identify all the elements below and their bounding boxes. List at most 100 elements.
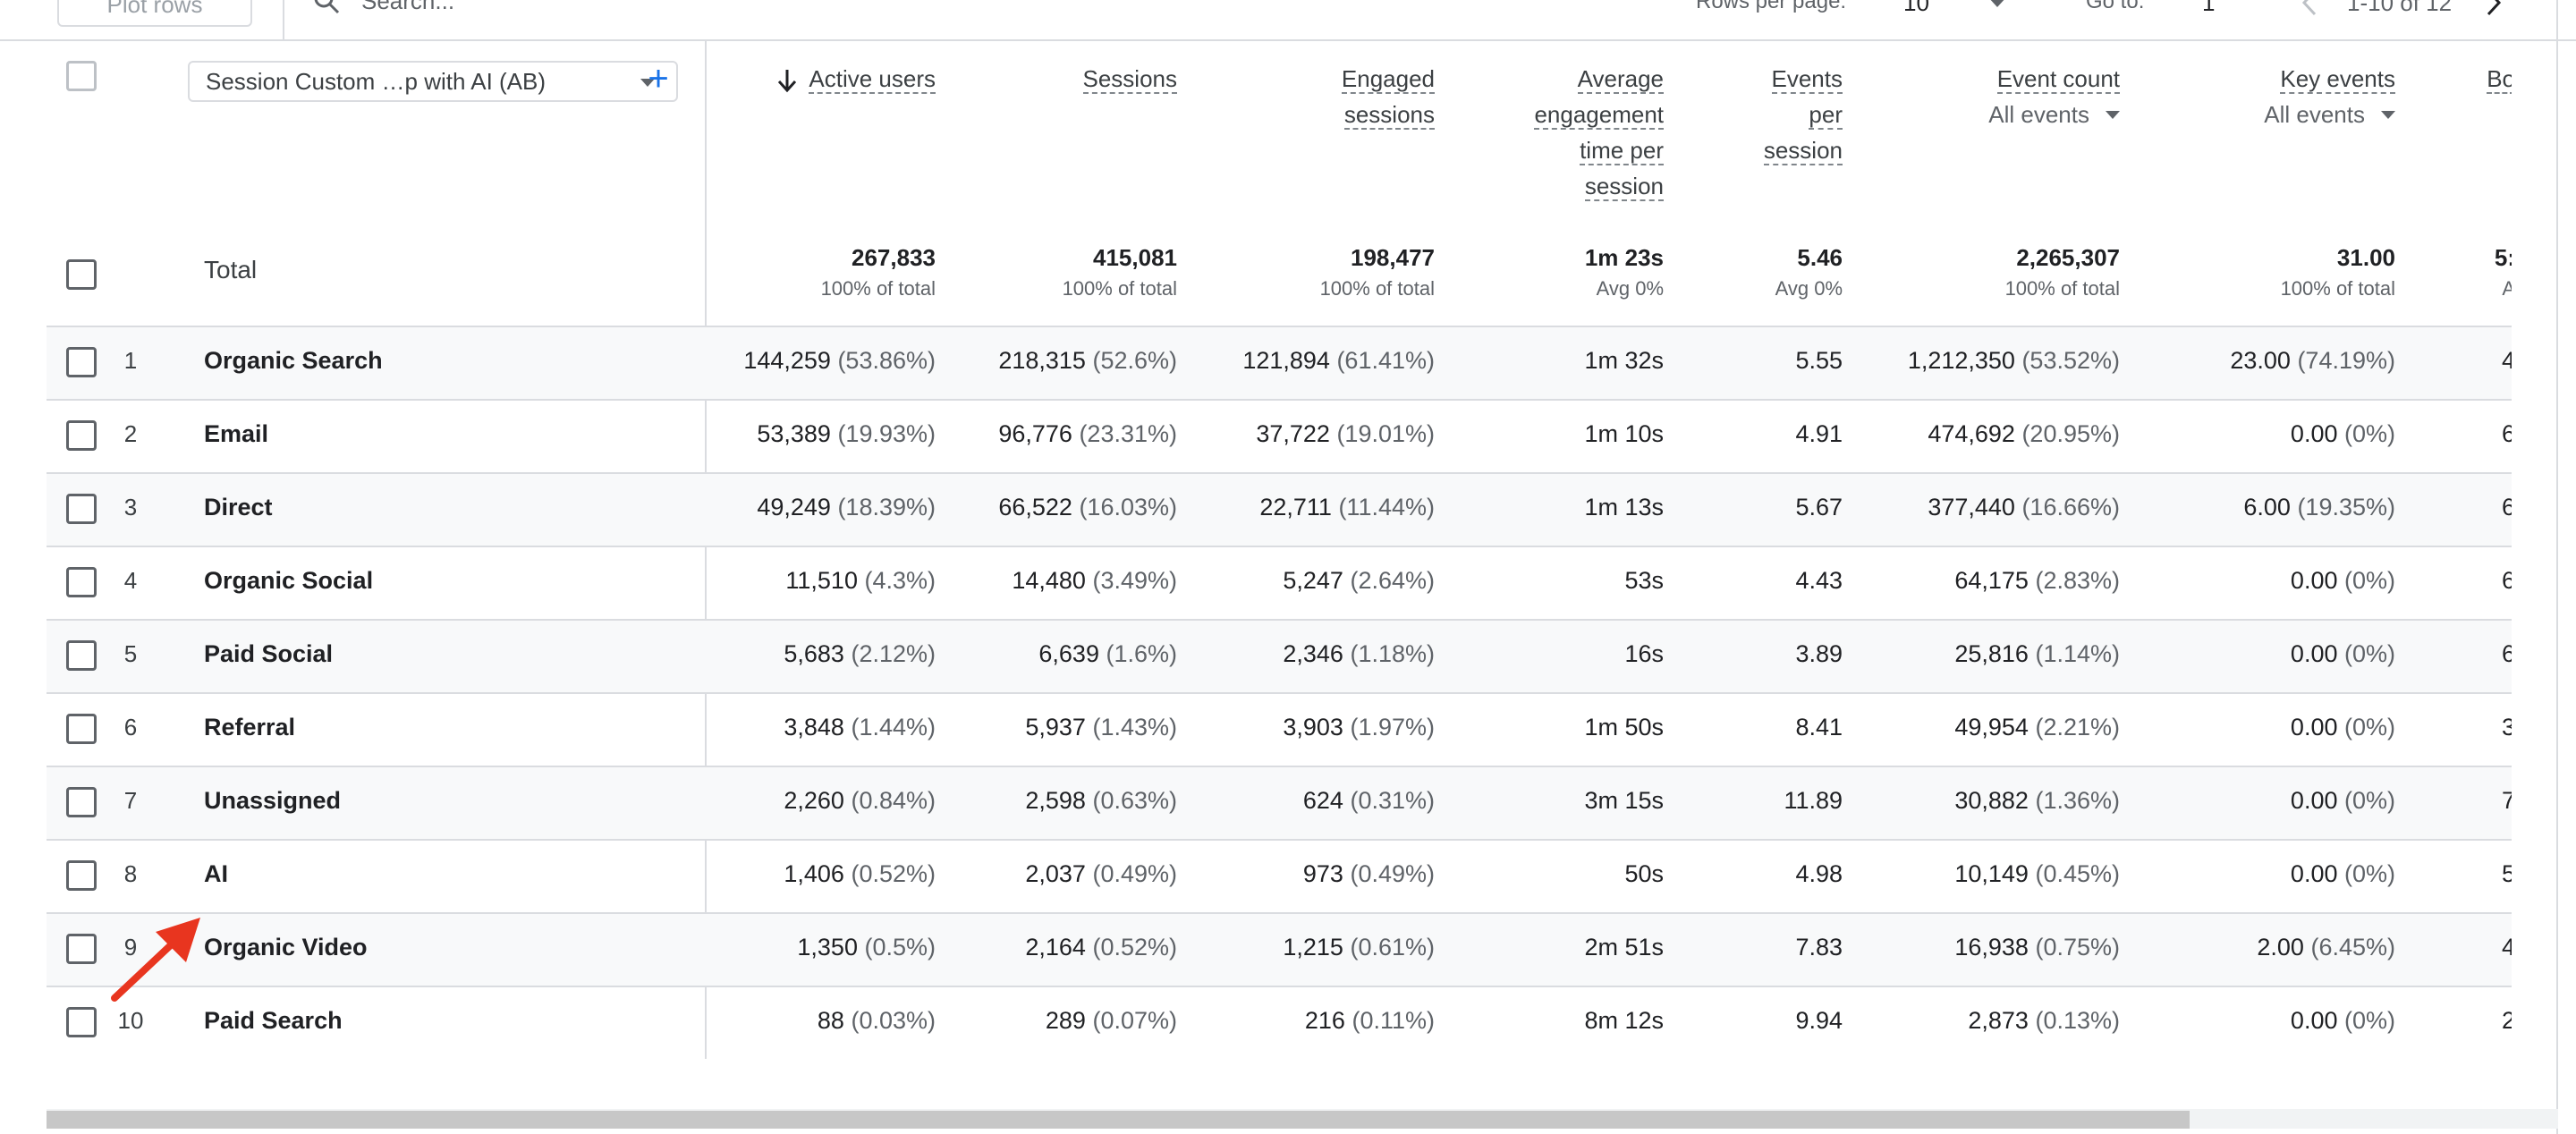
cell-value: 5,937 xyxy=(1025,714,1086,740)
row-checkbox[interactable] xyxy=(66,860,97,891)
row-channel-name[interactable]: Organic Search xyxy=(204,347,383,374)
table-row[interactable]: 10 Paid Search 88 (0.03%) 289 (0.07%) 216 (0… xyxy=(47,986,2512,1059)
table-cell: 216 (0.11%) xyxy=(1113,1007,1435,1035)
cell-percent: (1.18%) xyxy=(1343,640,1435,667)
table-row[interactable]: 8 AI 1,406 (0.52%) 2,037 (0.49%) 973 (0.49%)… xyxy=(47,839,2512,912)
row-channel-name[interactable]: Unassigned xyxy=(204,787,342,814)
dimension-caret-icon[interactable] xyxy=(640,79,655,87)
column-header-text: Bo xyxy=(2487,65,2512,94)
table-cell: 1m 32s xyxy=(1342,347,1664,375)
row-channel-name[interactable]: Paid Search xyxy=(204,1007,343,1034)
plus-icon[interactable]: + xyxy=(648,59,669,98)
table-row[interactable]: 1 Organic Search 144,259 (53.86%) 218,315 (… xyxy=(47,326,2512,399)
table-row[interactable]: 6 Referral 3,848 (1.44%) 5,937 (1.43%) 3,903… xyxy=(47,692,2512,766)
cell-value: 0.00 xyxy=(2290,714,2338,740)
row-checkbox[interactable] xyxy=(66,934,97,964)
table-row[interactable]: 7 Unassigned 2,260 (0.84%) 2,598 (0.63%) 624… xyxy=(47,766,2512,839)
table-cell: 49,954 (2.21%) xyxy=(1798,714,2120,741)
event-filter-select[interactable]: All events xyxy=(1988,97,2120,132)
event-filter-caret-icon[interactable] xyxy=(2381,110,2395,119)
table-cell: 5.55 xyxy=(1521,347,1843,375)
cell-value: 10,149 xyxy=(1954,860,2029,887)
row-checkbox[interactable] xyxy=(66,640,97,671)
table-row[interactable]: 9 Organic Video 1,350 (0.5%) 2,164 (0.52%) 1… xyxy=(47,912,2512,986)
total-row-checkbox[interactable] xyxy=(66,259,97,290)
total-value: 1m 23s xyxy=(1584,244,1664,271)
row-channel-name[interactable]: Organic Social xyxy=(204,567,374,594)
column-header-key-events[interactable]: Key events All events xyxy=(2172,61,2395,132)
row-channel-name[interactable]: Referral xyxy=(204,714,296,740)
cell-percent: (0.45%) xyxy=(2028,860,2120,887)
column-header-sessions[interactable]: Sessions xyxy=(962,61,1177,97)
cell-percent: (1.36%) xyxy=(2028,787,2120,814)
total-percent: Avg 0% xyxy=(1596,277,1664,300)
row-checkbox[interactable] xyxy=(66,347,97,377)
row-checkbox[interactable] xyxy=(66,1007,97,1037)
row-checkbox[interactable] xyxy=(66,494,97,524)
row-channel-name[interactable]: Paid Social xyxy=(204,640,334,667)
row-channel-name[interactable]: Direct xyxy=(204,494,273,520)
row-checkbox[interactable] xyxy=(66,420,97,451)
table-row[interactable]: 4 Organic Social 11,510 (4.3%) 14,480 (3.49… xyxy=(47,546,2512,619)
rows-per-page-caret-icon[interactable] xyxy=(1987,0,2007,7)
table-cell: 8m 12s xyxy=(1342,1007,1664,1035)
event-filter-caret-icon[interactable] xyxy=(2106,110,2120,119)
plot-rows-button[interactable]: Plot rows xyxy=(57,0,252,27)
table-cell: 53s xyxy=(1342,567,1664,595)
column-header-events-per-session[interactable]: Events per session xyxy=(1699,61,1843,168)
total-cell: 5.46 Avg 0% xyxy=(1574,241,1843,304)
row-channel-name[interactable]: AI xyxy=(204,860,228,887)
table-cell: 64,175 (2.83%) xyxy=(1798,567,2120,595)
total-value: 198,477 xyxy=(1351,244,1435,271)
event-filter-select[interactable]: All events xyxy=(2264,97,2395,132)
column-header-text: session xyxy=(1584,173,1664,201)
table-row[interactable]: 3 Direct 49,249 (18.39%) 66,522 (16.03%) 22,… xyxy=(47,472,2512,546)
total-percent: 100% of total xyxy=(820,277,936,300)
event-filter-label: All events xyxy=(1988,101,2089,128)
column-header-line: per xyxy=(1699,97,1843,132)
dimension-select[interactable]: Session Custom …p with AI (AB) xyxy=(188,61,678,102)
cell-value: 218,315 xyxy=(998,347,1086,374)
cell-percent: (0%) xyxy=(2337,714,2395,740)
cell-value: 3 xyxy=(2501,714,2512,740)
column-header-bounce[interactable]: Bo xyxy=(2462,61,2512,97)
row-channel-name[interactable]: Organic Video xyxy=(204,934,368,961)
column-header-event-count[interactable]: Event count All events xyxy=(1896,61,2120,132)
goto-input[interactable]: 1 xyxy=(2202,0,2216,16)
search-input[interactable]: Search... xyxy=(361,0,455,14)
sort-descending-icon[interactable] xyxy=(776,68,798,93)
cell-percent: (0.11%) xyxy=(1344,1007,1435,1034)
cell-value: 1,406 xyxy=(784,860,844,887)
cell-percent: (0.07%) xyxy=(1085,1007,1177,1034)
cell-value: 1m 32s xyxy=(1584,347,1664,374)
table-row[interactable]: 2 Email 53,389 (19.93%) 96,776 (23.31%) 37,7… xyxy=(47,399,2512,472)
column-header-text: Active users xyxy=(809,65,936,94)
row-checkbox[interactable] xyxy=(66,714,97,744)
search-icon[interactable] xyxy=(311,0,342,16)
cell-value: 1m 13s xyxy=(1584,494,1664,520)
select-all-checkbox[interactable] xyxy=(66,61,97,91)
rows-per-page-select[interactable]: 10 xyxy=(1903,0,1929,16)
cell-percent: (2.12%) xyxy=(843,640,936,667)
horizontal-scrollbar-thumb[interactable] xyxy=(47,1111,2190,1129)
row-index: 7 xyxy=(123,787,138,814)
column-header-active-users[interactable]: Active users xyxy=(703,61,936,97)
row-channel-name[interactable]: Email xyxy=(204,420,269,447)
column-header-line: engagement xyxy=(1485,97,1664,132)
chevron-left-icon[interactable] xyxy=(2299,0,2320,18)
row-checkbox[interactable] xyxy=(66,787,97,817)
table-cell: 4.91 xyxy=(1521,420,1843,448)
cell-value: 2,873 xyxy=(1968,1007,2029,1034)
table-row[interactable]: 5 Paid Social 5,683 (2.12%) 6,639 (1.6%) 2,3… xyxy=(47,619,2512,692)
cell-value: 377,440 xyxy=(1928,494,2015,520)
row-checkbox[interactable] xyxy=(66,567,97,597)
rows-per-page-label: Rows per page: xyxy=(1696,0,1847,13)
panel-border xyxy=(2556,0,2558,1134)
cell-percent: (0.03%) xyxy=(843,1007,936,1034)
column-header-engaged-sessions[interactable]: Engaged sessions xyxy=(1256,61,1435,132)
column-header-avg-engagement[interactable]: Average engagement time per session xyxy=(1485,61,1664,204)
cell-percent: (0.63%) xyxy=(1085,787,1177,814)
cell-value: 25,816 xyxy=(1954,640,2029,667)
table-cell: 37,722 (19.01%) xyxy=(1113,420,1435,448)
chevron-right-icon[interactable] xyxy=(2483,0,2504,18)
